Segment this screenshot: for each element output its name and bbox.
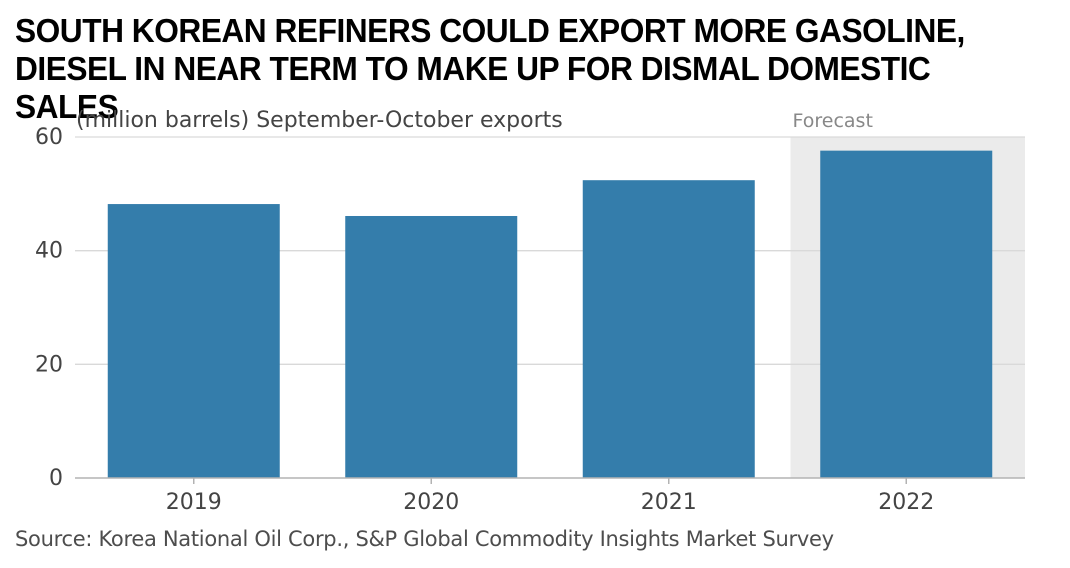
labels: Forecast 0 20 40 60 2019 2020 2021 2022 (million … <box>35 108 934 515</box>
x-tick-label: 2021 <box>641 490 697 515</box>
bar-2022 <box>820 150 993 478</box>
x-tick-label: 2019 <box>166 490 222 515</box>
y-tick-label: 0 <box>49 466 63 491</box>
forecast-label: Forecast <box>793 110 873 132</box>
chart-area: Forecast 0 20 40 60 2019 2020 2021 2022 (million … <box>0 100 1070 525</box>
chart-title-line-1: SOUTH KOREAN REFINERS COULD EXPORT MORE … <box>15 12 965 49</box>
y-tick-label: 20 <box>35 352 63 377</box>
bars <box>107 150 993 478</box>
x-tick-label: 2022 <box>878 490 934 515</box>
chart-title-line-2: DIESEL IN NEAR TERM TO MAKE UP FOR DISMA… <box>15 50 931 125</box>
source-note: Source: Korea National Oil Corp., S&P Gl… <box>15 527 834 551</box>
y-axis-label: (million barrels) September-October expo… <box>76 108 563 133</box>
chart-title: SOUTH KOREAN REFINERS COULD EXPORT MORE … <box>15 12 1018 126</box>
bar-2020 <box>345 215 518 478</box>
y-tick-label: 40 <box>35 239 63 264</box>
y-tick-label: 60 <box>35 125 63 150</box>
axes <box>75 477 1025 484</box>
bar-chart: Forecast 0 20 40 60 2019 2020 2021 2022 (million … <box>35 108 1025 515</box>
bar-2019 <box>107 204 280 478</box>
x-tick-label: 2020 <box>403 490 459 515</box>
bar-2021 <box>582 180 755 478</box>
